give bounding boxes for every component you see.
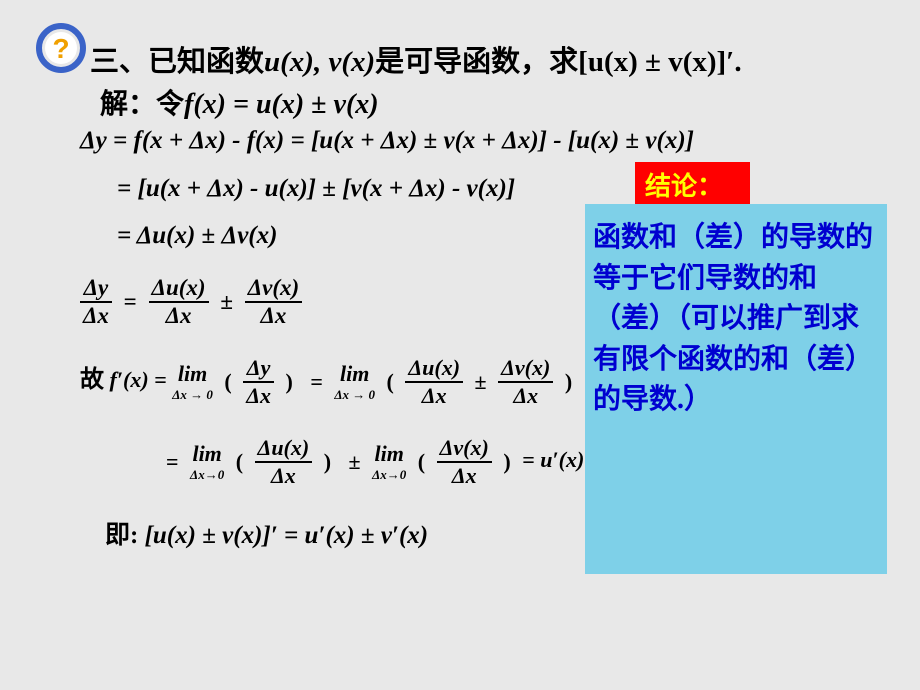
conclusion-title-text: 结论： — [645, 172, 723, 201]
rparen: ) — [318, 449, 337, 475]
frac-g3: Δv(x) Δx — [498, 355, 553, 409]
equals: = — [160, 449, 185, 475]
lim-text: lim — [172, 361, 213, 387]
equals: = — [118, 289, 143, 315]
den: Δx — [245, 303, 302, 329]
dudv-eq: = Δu(x) ± Δv(x) — [117, 222, 277, 249]
frac-h1: Δu(x) Δx — [255, 435, 313, 489]
lim-2: lim Δx → 0 — [334, 361, 375, 403]
lim-sub: Δx→0 — [190, 467, 224, 483]
problem-mid: 是可导函数，求 — [375, 46, 578, 78]
fprime-lead: f′(x) = — [110, 367, 173, 392]
num: Δv(x) — [498, 355, 553, 383]
lim-sub: Δx → 0 — [334, 387, 375, 403]
rparen: ) — [559, 369, 578, 395]
num: Δy — [80, 275, 112, 303]
den: Δx — [255, 463, 313, 489]
lim-text: lim — [334, 361, 375, 387]
solution-eq: f(x) = u(x) ± v(x) — [184, 89, 379, 120]
problem-prefix: 三、已知函数 — [90, 46, 264, 78]
num: Δy — [243, 355, 274, 383]
gu-prefix: 故 — [80, 367, 104, 393]
frac-g2: Δu(x) Δx — [405, 355, 463, 409]
lim-text: lim — [190, 441, 224, 467]
lim-sub: Δx → 0 — [172, 387, 213, 403]
conclusion-box: 函数和（差）的导数的等于它们导数的和（差）（可以推广到求有限个函数的和（差）的导… — [585, 204, 887, 574]
pm: ± — [469, 369, 493, 395]
final-result: 即: [u(x) ± v(x)]′ = u′(x) ± v′(x) — [105, 515, 428, 551]
step-dudv: = Δu(x) ± Δv(x) — [117, 222, 277, 250]
problem-formula: [u(x) ± v(x)]′. — [578, 46, 741, 78]
lim-4: lim Δx→0 — [372, 441, 406, 483]
den: Δx — [243, 383, 274, 409]
frac-dy-dx: Δy Δx — [80, 275, 112, 329]
step-dy: Δy = f(x + Δx) - f(x) = [u(x + Δx) ± v(x… — [80, 127, 694, 155]
step-group: = [u(x + Δx) - u(x)] ± [v(x + Δx) - v(x)… — [117, 175, 515, 203]
fraction-row: Δy Δx = Δu(x) Δx ± Δv(x) Δx — [80, 275, 302, 329]
den: Δx — [149, 303, 209, 329]
problem-statement: 三、已知函数u(x), v(x)是可导函数，求[u(x) ± v(x)]′. — [90, 38, 742, 80]
lparen: ( — [412, 449, 431, 475]
equals: = — [304, 369, 329, 395]
svg-text:?: ? — [52, 33, 69, 64]
solution-prefix: 解：令 — [100, 89, 184, 120]
problem-funcs: u(x), v(x) — [264, 46, 375, 78]
limit-row-2: = lim Δx→0 ( Δu(x) Δx ) ± lim Δx→0 ( Δv(… — [160, 435, 649, 489]
group-eq: = [u(x + Δx) - u(x)] ± [v(x + Δx) - v(x)… — [117, 175, 515, 202]
dy-def: Δy = f(x + Δx) - f(x) = — [80, 127, 305, 154]
rparen: ) — [279, 369, 298, 395]
num: Δu(x) — [405, 355, 463, 383]
lparen: ( — [230, 449, 249, 475]
den: Δx — [437, 463, 492, 489]
frac-dv-dx: Δv(x) Δx — [245, 275, 302, 329]
lim-sub: Δx→0 — [372, 467, 406, 483]
solution-intro: 解：令f(x) = u(x) ± v(x) — [100, 82, 379, 122]
conclusion-body: 函数和（差）的导数的等于它们导数的和（差）（可以推广到求有限个函数的和（差）的导… — [593, 222, 873, 415]
limit-row-1: 故 f′(x) = lim Δx → 0 ( Δy Δx ) = lim Δx … — [80, 355, 578, 409]
dy-expand: [u(x + Δx) ± v(x + Δx)] - [u(x) ± v(x)] — [311, 127, 694, 154]
pm: ± — [214, 289, 239, 315]
final-prefix: 即: — [105, 522, 138, 549]
lim-1: lim Δx → 0 — [172, 361, 213, 403]
final-eq: [u(x) ± v(x)]′ = u′(x) ± v′(x) — [145, 522, 429, 549]
den: Δx — [405, 383, 463, 409]
frac-h2: Δv(x) Δx — [437, 435, 492, 489]
frac-du-dx: Δu(x) Δx — [149, 275, 209, 329]
num: Δv(x) — [245, 275, 302, 303]
den: Δx — [498, 383, 553, 409]
conclusion-title: 结论： — [635, 162, 750, 204]
frac-g1: Δy Δx — [243, 355, 274, 409]
pm: ± — [343, 449, 367, 475]
num: Δu(x) — [149, 275, 209, 303]
num: Δu(x) — [255, 435, 313, 463]
lparen: ( — [218, 369, 237, 395]
lim-text: lim — [372, 441, 406, 467]
rparen: ) — [497, 449, 516, 475]
lparen: ( — [381, 369, 400, 395]
lim-3: lim Δx→0 — [190, 441, 224, 483]
den: Δx — [80, 303, 112, 329]
question-icon: ? — [35, 22, 87, 79]
num: Δv(x) — [437, 435, 492, 463]
